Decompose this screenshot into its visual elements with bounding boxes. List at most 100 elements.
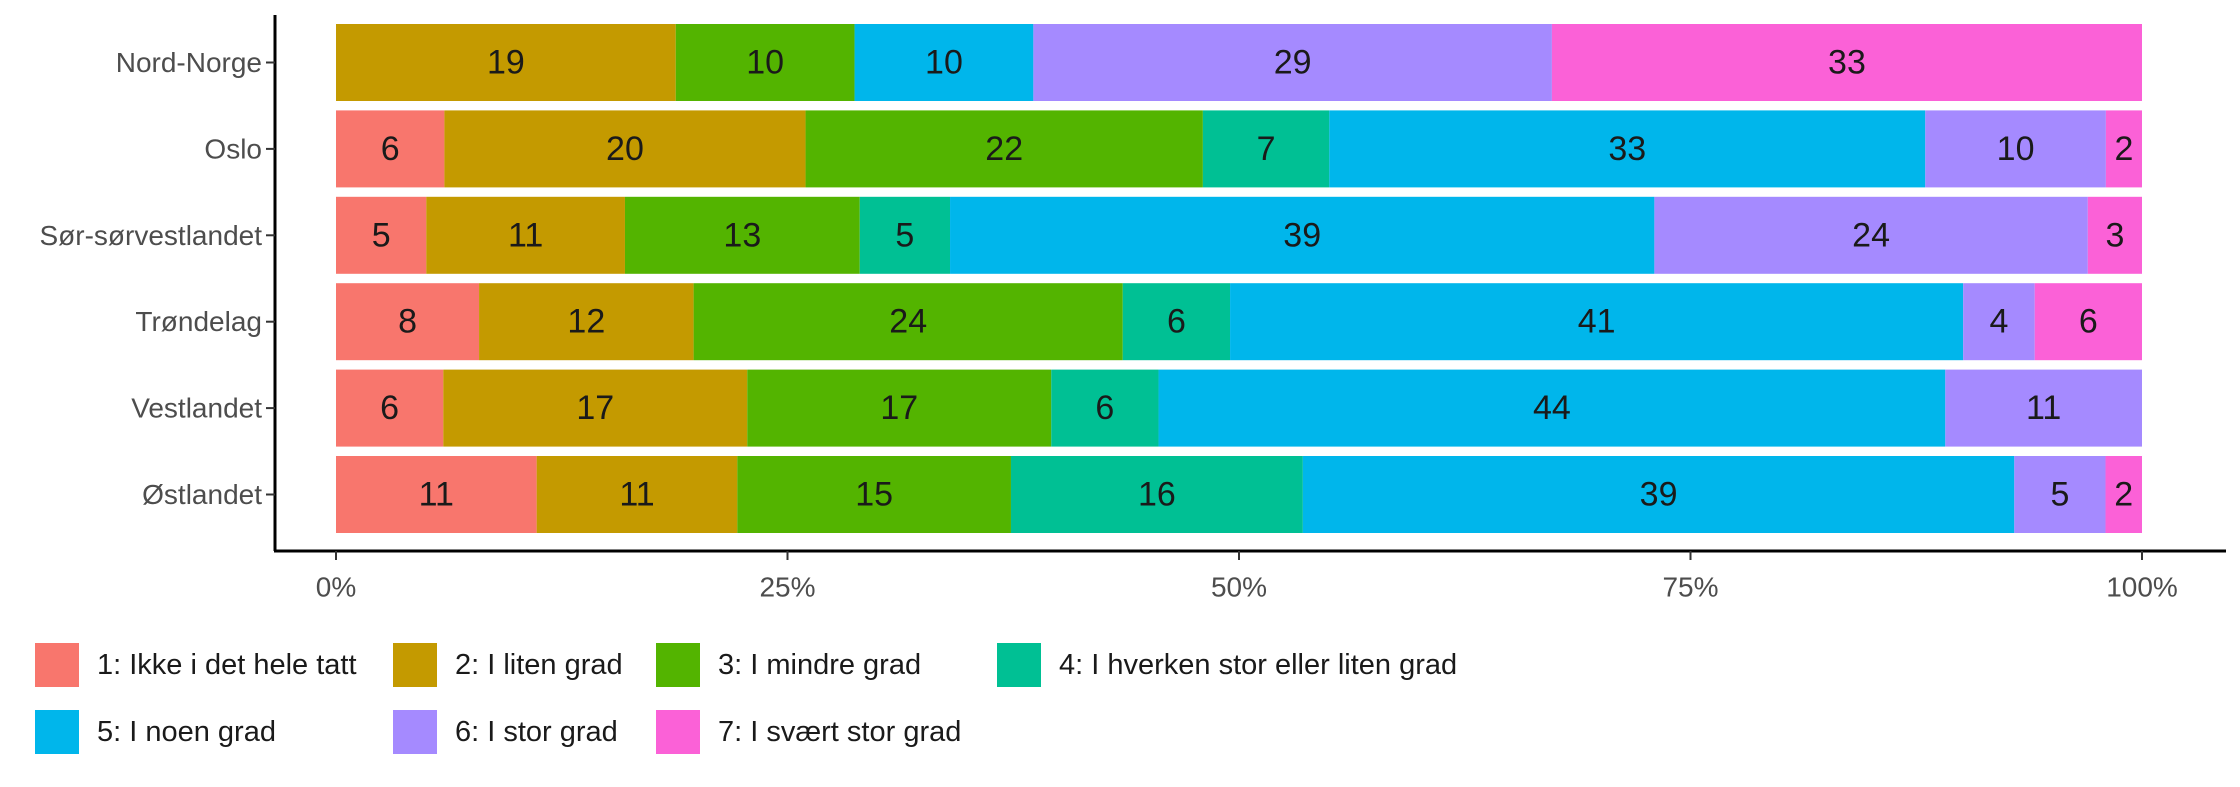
data-label: 6: [1167, 303, 1186, 341]
data-label: 39: [1640, 476, 1678, 514]
data-label: 7: [1257, 130, 1276, 168]
data-label: 10: [1997, 130, 2035, 168]
bar-segment-vestlandet-1: [336, 369, 444, 447]
bar-segment-vestlandet-5: [1158, 369, 1946, 447]
data-label: 20: [606, 130, 644, 168]
bar-segment-stlandet-3: [737, 456, 1011, 533]
bar-segment-stlandet-1: [336, 456, 537, 533]
bar-segment-nord-norge-5: [854, 24, 1034, 101]
bar-segment-oslo-6: [1925, 110, 2106, 188]
y-tick-label: Trøndelag: [135, 306, 262, 337]
bar-segment-s-r-s-rvestlandet-1: [336, 196, 427, 274]
bar-segment-oslo-5: [1329, 110, 1926, 188]
bar-segment-oslo-3: [805, 110, 1203, 188]
data-label: 5: [2050, 476, 2069, 514]
data-label: 11: [419, 476, 454, 514]
data-label: 33: [1828, 44, 1866, 82]
legend-swatch: [393, 643, 437, 687]
bar-segment-s-r-s-rvestlandet-2: [426, 196, 625, 274]
data-label: 10: [746, 44, 784, 82]
data-label: 3: [2105, 216, 2124, 254]
y-tick-label: Oslo: [204, 133, 262, 164]
legend-swatch: [656, 643, 700, 687]
data-label: 11: [2026, 389, 2061, 427]
data-label: 13: [723, 216, 761, 254]
data-label: 8: [398, 303, 417, 341]
data-label: 24: [889, 303, 927, 341]
legend-swatch: [656, 710, 700, 754]
data-label: 22: [985, 130, 1023, 168]
bars-layer: [336, 24, 2142, 533]
bar-segment-s-r-s-rvestlandet-4: [859, 196, 951, 274]
data-label: 19: [487, 44, 525, 82]
bar-segment-tr-ndelag-1: [336, 283, 480, 361]
x-tick-label: 0%: [316, 572, 356, 603]
data-label: 6: [1095, 389, 1114, 427]
data-label: 33: [1608, 130, 1646, 168]
bar-segment-stlandet-2: [536, 456, 738, 533]
data-label: 16: [1138, 476, 1176, 514]
x-tick-label: 100%: [2106, 572, 2178, 603]
data-label: 5: [895, 216, 914, 254]
legend: 1: Ikke i det hele tatt 2: I liten grad 3:…: [35, 643, 1457, 754]
bar-segment-tr-ndelag-4: [1122, 283, 1231, 361]
x-tick-label: 25%: [759, 572, 815, 603]
data-label: 11: [508, 216, 543, 254]
bar-segment-tr-ndelag-7: [2034, 283, 2142, 361]
data-labels-layer: 19 10 10 29 336 20 22 7 33 10 25 11 13 5 39 24 38 12 24 6 41…: [372, 44, 2134, 514]
bar-segment-s-r-s-rvestlandet-3: [624, 196, 860, 274]
data-label: 10: [925, 44, 963, 82]
legend-label: 3: I mindre grad: [718, 649, 921, 681]
legend-label: 1: Ikke i det hele tatt: [97, 649, 357, 681]
y-tick-label: Østlandet: [142, 479, 262, 510]
bar-segment-oslo-1: [336, 110, 445, 188]
bar-segment-stlandet-5: [1302, 456, 2015, 533]
x-tick-label: 75%: [1662, 572, 1718, 603]
bar-segment-tr-ndelag-3: [693, 283, 1123, 361]
bar-segment-s-r-s-rvestlandet-5: [950, 196, 1655, 274]
legend-swatch: [393, 710, 437, 754]
legend-label: 6: I stor grad: [455, 716, 618, 748]
data-label: 39: [1283, 216, 1321, 254]
data-label: 12: [567, 303, 605, 341]
legend-label: 7: I svært stor grad: [718, 716, 961, 748]
y-tick-label: Nord-Norge: [116, 47, 262, 78]
data-label: 2: [2114, 130, 2133, 168]
bar-segment-vestlandet-6: [1945, 369, 2142, 447]
x-axis: 0% 25% 50% 75% 100%: [316, 551, 2178, 603]
bar-segment-oslo-4: [1202, 110, 1330, 188]
bar-segment-s-r-s-rvestlandet-6: [1654, 196, 2088, 274]
data-label: 4: [1989, 303, 2008, 341]
data-label: 15: [855, 476, 893, 514]
bar-segment-stlandet-7: [2105, 456, 2142, 533]
legend-label: 4: I hverken stor eller liten grad: [1059, 649, 1457, 681]
bar-segment-vestlandet-3: [747, 369, 1052, 447]
legend-label: 5: I noen grad: [97, 716, 276, 748]
data-label: 29: [1274, 44, 1312, 82]
bar-segment-tr-ndelag-2: [479, 283, 694, 361]
bar-segment-tr-ndelag-6: [1963, 283, 2035, 361]
data-label: 17: [880, 389, 918, 427]
bar-segment-s-r-s-rvestlandet-7: [2087, 196, 2142, 274]
bar-segment-nord-norge-6: [1033, 24, 1552, 101]
bar-segment-vestlandet-4: [1051, 369, 1159, 447]
bar-segment-tr-ndelag-5: [1230, 283, 1964, 361]
data-label: 6: [381, 130, 400, 168]
y-axis: Nord-Norge Oslo Sør-sørvestlandet Trøndelag…: [40, 47, 275, 510]
data-label: 6: [380, 389, 399, 427]
bar-segment-oslo-7: [2105, 110, 2142, 188]
legend-swatch: [35, 710, 79, 754]
bar-segment-stlandet-4: [1010, 456, 1303, 533]
data-label: 24: [1852, 216, 1890, 254]
bar-segment-nord-norge-2: [336, 24, 676, 101]
data-label: 11: [619, 476, 654, 514]
y-tick-label: Vestlandet: [131, 393, 262, 424]
bar-segment-vestlandet-2: [443, 369, 748, 447]
data-label: 6: [2079, 303, 2098, 341]
legend-swatch: [997, 643, 1041, 687]
data-label: 17: [576, 389, 614, 427]
data-label: 41: [1578, 303, 1616, 341]
data-label: 2: [2114, 476, 2133, 514]
legend-label: 2: I liten grad: [455, 649, 623, 681]
